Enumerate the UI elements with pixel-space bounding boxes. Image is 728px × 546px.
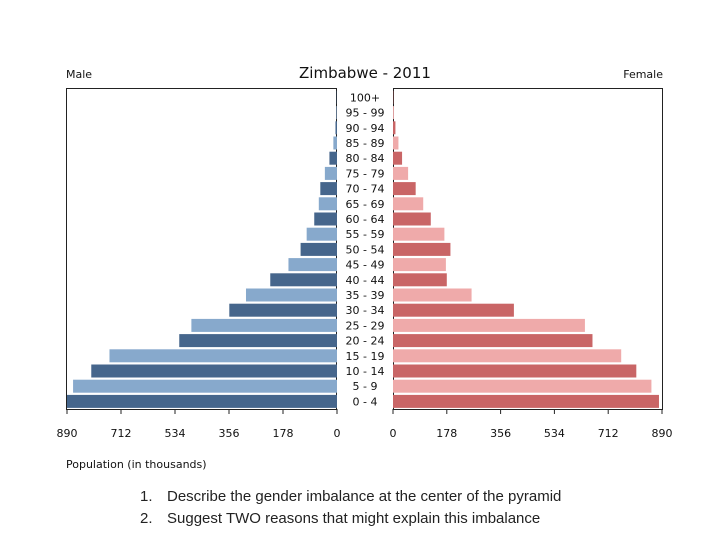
x-tick-label: 0 [390, 427, 397, 440]
age-group-label: 25 - 29 [346, 319, 385, 332]
female-bar-14 [393, 182, 416, 196]
question-text: Suggest TWO reasons that might explain t… [167, 510, 541, 527]
age-labels: 0 - 4 5 - 9 10 - 14 15 - 19 20 - 24 25 - 29 30… [346, 91, 385, 408]
x-tick-label: 356 [490, 427, 511, 440]
female-bars [393, 90, 659, 408]
question-number: 2. [140, 510, 153, 527]
x-tick-label: 712 [598, 427, 619, 440]
male-bar-12 [314, 212, 337, 226]
age-group-label: 30 - 34 [346, 304, 385, 317]
age-group-label: 55 - 59 [346, 228, 385, 241]
male-bar-5 [191, 318, 337, 332]
age-group-label: 0 - 4 [353, 395, 378, 408]
age-group-label: 70 - 74 [346, 183, 385, 196]
age-group-label: 50 - 54 [346, 243, 385, 256]
age-group-label: 90 - 94 [346, 122, 385, 135]
female-bar-10 [393, 242, 451, 256]
x-tick-label: 0 [334, 427, 341, 440]
female-bar-3 [393, 349, 622, 363]
female-bar-8 [393, 273, 447, 287]
male-bar-7 [245, 288, 337, 302]
male-bar-13 [318, 197, 337, 211]
female-bar-5 [393, 318, 585, 332]
female-bar-17 [393, 136, 399, 150]
male-bar-8 [270, 273, 337, 287]
male-bars [67, 90, 338, 408]
female-bar-12 [393, 212, 431, 226]
question-list: 1. Describe the gender imbalance at the c… [140, 486, 561, 530]
female-bar-6 [393, 303, 514, 317]
male-bar-4 [179, 334, 337, 348]
male-bar-3 [109, 349, 337, 363]
male-bar-1 [73, 379, 337, 393]
x-tick-label: 534 [165, 427, 186, 440]
female-bar-2 [393, 364, 637, 378]
age-group-label: 35 - 39 [346, 289, 385, 302]
age-group-label: 85 - 89 [346, 137, 385, 150]
question-text: Describe the gender imbalance at the cen… [167, 488, 562, 505]
age-group-label: 40 - 44 [346, 274, 385, 287]
male-bar-9 [288, 258, 337, 272]
male-bar-2 [91, 364, 338, 378]
male-bar-19 [336, 106, 337, 120]
x-tick-label: 890 [57, 427, 78, 440]
male-bar-18 [335, 121, 337, 135]
x-tick-label: 178 [436, 427, 457, 440]
female-bar-11 [393, 227, 445, 241]
age-group-label: 80 - 84 [346, 152, 385, 165]
female-bar-4 [393, 334, 593, 348]
male-bar-10 [300, 242, 337, 256]
question-item: 1. Describe the gender imbalance at the c… [140, 486, 561, 508]
female-bar-16 [393, 151, 403, 165]
male-label: Male [66, 68, 92, 81]
question-item: 2. Suggest TWO reasons that might explain… [140, 508, 561, 530]
female-bar-13 [393, 197, 424, 211]
x-tick-label: 178 [273, 427, 294, 440]
female-bar-15 [393, 166, 409, 180]
male-bar-15 [324, 166, 337, 180]
male-bar-11 [306, 227, 337, 241]
female-label: Female [623, 68, 663, 81]
x-tick-label: 890 [652, 427, 673, 440]
age-group-label: 10 - 14 [346, 365, 385, 378]
age-group-label: 45 - 49 [346, 259, 385, 272]
female-bar-0 [393, 394, 659, 408]
x-tick-label: 356 [219, 427, 240, 440]
female-bar-9 [393, 258, 446, 272]
female-bar-18 [393, 121, 396, 135]
female-bar-7 [393, 288, 472, 302]
age-group-label: 15 - 19 [346, 350, 385, 363]
male-bar-17 [333, 136, 337, 150]
age-group-label: 65 - 69 [346, 198, 385, 211]
male-x-axis: 890 712 534 356 178 0 [57, 409, 341, 440]
age-group-label: 100+ [350, 91, 380, 104]
female-x-axis: 0 178 356 534 712 890 [390, 409, 673, 440]
question-number: 1. [140, 488, 153, 505]
male-bar-14 [320, 182, 337, 196]
male-bar-0 [67, 394, 337, 408]
x-tick-label: 534 [544, 427, 565, 440]
x-axis-label: Population (in thousands) [66, 458, 207, 471]
male-bar-6 [229, 303, 337, 317]
chart-title: Zimbabwe - 2011 [299, 64, 431, 82]
male-bar-16 [329, 151, 337, 165]
population-pyramid-chart: Zimbabwe - 2011 Male Female Population (… [57, 64, 673, 471]
age-group-label: 75 - 79 [346, 167, 385, 180]
female-bar-1 [393, 379, 652, 393]
age-group-label: 5 - 9 [353, 380, 378, 393]
age-group-label: 60 - 64 [346, 213, 385, 226]
age-group-label: 95 - 99 [346, 107, 385, 120]
x-tick-label: 712 [111, 427, 132, 440]
female-bar-19 [393, 106, 394, 120]
age-group-label: 20 - 24 [346, 335, 385, 348]
